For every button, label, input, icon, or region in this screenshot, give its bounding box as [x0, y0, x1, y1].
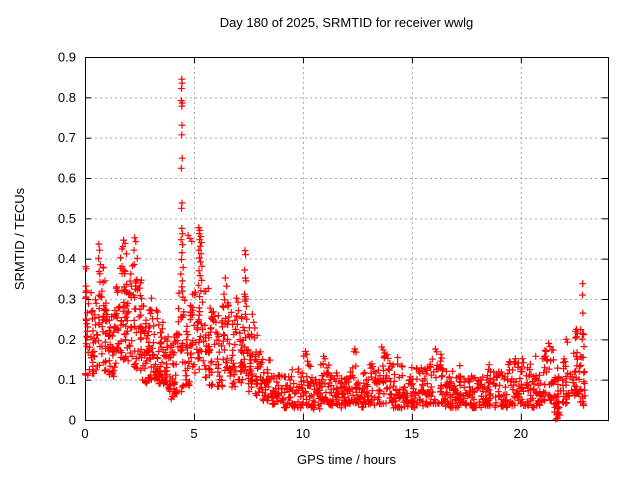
- y-tick-label: 0.9: [58, 50, 76, 65]
- x-axis-title: GPS time / hours: [297, 452, 396, 467]
- x-tick-label: 20: [514, 426, 528, 441]
- chart-title: Day 180 of 2025, SRMTID for receiver wwl…: [219, 15, 474, 30]
- y-tick-label: 0.3: [58, 292, 76, 307]
- y-tick-label: 0.4: [58, 251, 76, 266]
- x-tick-label: 5: [190, 426, 197, 441]
- x-tick-label: 0: [81, 426, 88, 441]
- y-tick-label: 0.8: [58, 90, 76, 105]
- y-tick-label: 0.1: [58, 372, 76, 387]
- plot-border: [85, 57, 609, 421]
- y-tick-label: 0.2: [58, 332, 76, 347]
- y-axis-title: SRMTID / TECUs: [12, 187, 27, 291]
- x-tick-label: 15: [405, 426, 419, 441]
- grid-lines: [85, 57, 608, 420]
- data-points: [82, 75, 589, 423]
- axis-ticks: [85, 57, 608, 421]
- x-tick-label: 10: [296, 426, 310, 441]
- y-tick-label: 0.5: [58, 211, 76, 226]
- y-tick-label: 0.7: [58, 130, 76, 145]
- tick-labels: 0 5 10 15 20 0 0.1 0.2 0.3 0.4 0.5 0.6 0.7 0.8 0.9: [58, 50, 528, 442]
- y-tick-label: 0: [69, 413, 76, 428]
- y-tick-label: 0.6: [58, 171, 76, 186]
